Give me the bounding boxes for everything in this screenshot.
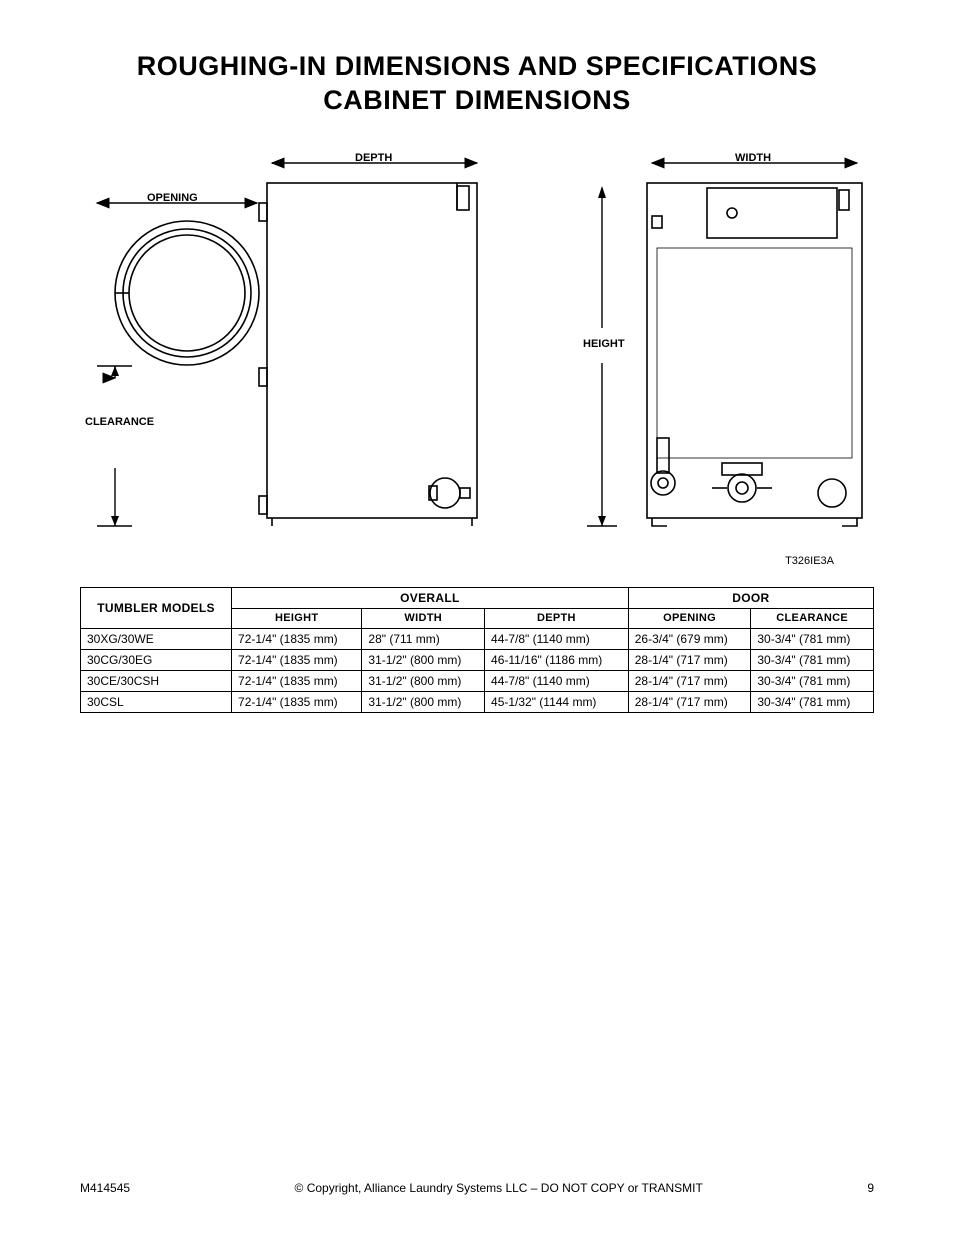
table-row: 30CE/30CSH 72-1/4" (1835 mm) 31-1/2" (80… [81,670,874,691]
table-row: 30CG/30EG 72-1/4" (1835 mm) 31-1/2" (800… [81,649,874,670]
cell-model: 30CSL [81,691,232,712]
depth-label: DEPTH [355,152,392,164]
cell-opening: 26-3/4" (679 mm) [628,628,751,649]
title-line-1: ROUGHING-IN DIMENSIONS AND SPECIFICATION… [137,51,818,81]
th-overall: OVERALL [232,587,629,608]
table-row: 30XG/30WE 72-1/4" (1835 mm) 28" (711 mm)… [81,628,874,649]
diagram-code: T326IE3A [80,555,874,567]
cell-height: 72-1/4" (1835 mm) [232,628,362,649]
cell-height: 72-1/4" (1835 mm) [232,691,362,712]
cell-height: 72-1/4" (1835 mm) [232,670,362,691]
cell-width: 28" (711 mm) [362,628,485,649]
th-clearance: CLEARANCE [751,608,874,628]
cell-model: 30XG/30WE [81,628,232,649]
cell-depth: 45-1/32" (1144 mm) [485,691,629,712]
page-footer: M414545 © Copyright, Alliance Laundry Sy… [80,1181,874,1195]
cell-width: 31-1/2" (800 mm) [362,670,485,691]
cell-opening: 28-1/4" (717 mm) [628,670,751,691]
cell-depth: 44-7/8" (1140 mm) [485,628,629,649]
footer-page-number: 9 [867,1181,874,1195]
cell-clearance: 30-3/4" (781 mm) [751,628,874,649]
th-width: WIDTH [362,608,485,628]
front-view-diagram: WIDTH HEIGHT [557,148,877,543]
side-view-diagram: DEPTH OPENING CLEARANCE [77,148,497,543]
footer-left: M414545 [80,1181,130,1195]
th-depth: DEPTH [485,608,629,628]
cell-clearance: 30-3/4" (781 mm) [751,691,874,712]
title-line-2: CABINET DIMENSIONS [323,85,631,115]
cell-height: 72-1/4" (1835 mm) [232,649,362,670]
dimensions-table: TUMBLER MODELS OVERALL DOOR HEIGHT WIDTH… [80,587,874,713]
page-title: ROUGHING-IN DIMENSIONS AND SPECIFICATION… [80,50,874,118]
cell-clearance: 30-3/4" (781 mm) [751,670,874,691]
cell-model: 30CG/30EG [81,649,232,670]
th-opening: OPENING [628,608,751,628]
th-door: DOOR [628,587,873,608]
height-label: HEIGHT [583,338,625,350]
cell-width: 31-1/2" (800 mm) [362,649,485,670]
cell-width: 31-1/2" (800 mm) [362,691,485,712]
cell-clearance: 30-3/4" (781 mm) [751,649,874,670]
opening-label: OPENING [147,192,198,204]
th-height: HEIGHT [232,608,362,628]
cell-model: 30CE/30CSH [81,670,232,691]
cell-depth: 46-11/16" (1186 mm) [485,649,629,670]
table-row: 30CSL 72-1/4" (1835 mm) 31-1/2" (800 mm)… [81,691,874,712]
cell-depth: 44-7/8" (1140 mm) [485,670,629,691]
cell-opening: 28-1/4" (717 mm) [628,691,751,712]
width-label: WIDTH [735,152,771,164]
diagram-row: DEPTH OPENING CLEARANCE [80,148,874,543]
cell-opening: 28-1/4" (717 mm) [628,649,751,670]
footer-center: © Copyright, Alliance Laundry Systems LL… [130,1181,867,1195]
side-view-svg [77,148,497,538]
clearance-label: CLEARANCE [85,416,154,428]
th-tumbler: TUMBLER MODELS [81,587,232,628]
